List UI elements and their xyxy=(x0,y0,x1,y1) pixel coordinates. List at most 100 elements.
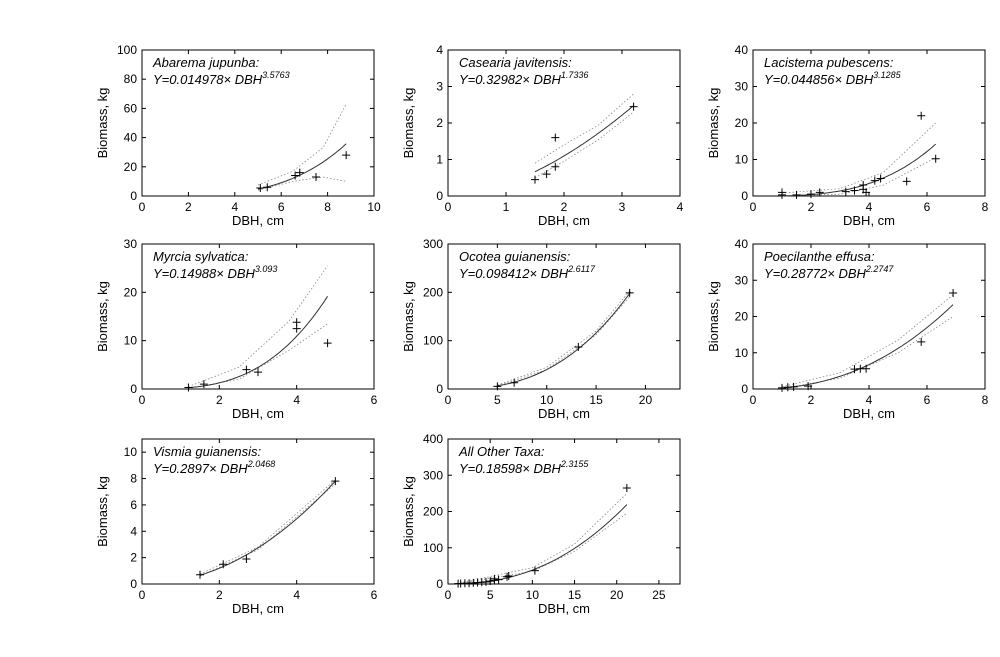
y-tick-label: 40 xyxy=(124,131,138,145)
data-point xyxy=(312,173,320,182)
data-point xyxy=(219,560,228,569)
x-tick-label: 4 xyxy=(293,588,300,602)
data-point xyxy=(807,190,815,199)
subplot: 0 2 4 6 0 10 20 30 DBH, cm Biomass, kg Myrcia sylv… xyxy=(95,237,378,421)
y-tick-label: 60 xyxy=(124,101,138,115)
fit-curve xyxy=(534,105,634,173)
data-point xyxy=(789,382,798,391)
data-point xyxy=(291,171,300,180)
y-axis-label: Biomass, kg xyxy=(95,281,110,352)
data-point xyxy=(184,383,193,392)
equation-label: Y=0.18598× DBH2.3155 xyxy=(459,459,589,476)
x-tick-label: 0 xyxy=(139,393,146,407)
x-axis-label: DBH, cm xyxy=(538,213,590,228)
equation-text: Y=0.14988× DBH xyxy=(153,266,256,281)
fit-curve xyxy=(199,480,336,576)
data-point xyxy=(254,368,262,377)
x-tick-label: 20 xyxy=(639,393,653,407)
confidence-band-upper xyxy=(497,289,631,386)
y-tick-label: 200 xyxy=(423,505,443,519)
y-tick-label: 20 xyxy=(735,116,749,130)
data-point xyxy=(510,378,519,387)
data-point xyxy=(295,168,304,177)
data-point xyxy=(542,170,551,179)
x-tick-label: 2 xyxy=(216,393,223,407)
y-tick-label: 0 xyxy=(130,382,137,396)
data-point xyxy=(792,190,801,199)
equation-label: Y=0.014978× DBH3.5763 xyxy=(153,70,290,87)
equation-label: Y=0.28772× DBH2.2747 xyxy=(764,264,894,281)
subplot: 0 2 4 6 0 2 4 6 8 10 DBH, cm Biomass, kg Vismia guia… xyxy=(95,438,378,616)
x-tick-label: 3 xyxy=(619,200,626,214)
equation-exponent: 3.093 xyxy=(255,264,278,274)
equation-text: Y=0.32982× DBH xyxy=(459,72,562,87)
x-tick-label: 4 xyxy=(293,393,300,407)
data-point xyxy=(931,154,940,163)
x-tick-label: 0 xyxy=(445,393,452,407)
data-point xyxy=(850,186,859,195)
y-tick-label: 4 xyxy=(130,524,137,538)
confidence-band-upper xyxy=(199,479,336,575)
y-axis-label: Biomass, kg xyxy=(401,476,416,547)
data-point xyxy=(870,176,879,185)
data-point xyxy=(551,162,560,171)
subplot: 0 1 2 3 4 0 1 2 3 4 DBH, cm Biomass, kg Casearia jav… xyxy=(401,43,684,228)
equation-exponent: 3.5763 xyxy=(262,70,290,80)
x-tick-label: 2 xyxy=(185,200,192,214)
species-title: Abarema jupunba: xyxy=(152,55,260,70)
x-tick-label: 8 xyxy=(982,393,989,407)
y-tick-label: 40 xyxy=(735,43,749,57)
y-tick-label: 300 xyxy=(423,237,443,251)
y-tick-label: 30 xyxy=(124,237,138,251)
equation-exponent: 1.7336 xyxy=(561,70,589,80)
y-tick-label: 20 xyxy=(124,160,138,174)
x-tick-label: 2 xyxy=(808,200,815,214)
confidence-band-lower xyxy=(781,316,954,389)
x-tick-label: 4 xyxy=(677,200,684,214)
y-tick-label: 10 xyxy=(735,346,749,360)
y-axis-label: Biomass, kg xyxy=(706,88,721,159)
y-tick-label: 2 xyxy=(130,551,137,565)
y-axis-label: Biomass, kg xyxy=(95,476,110,547)
equation-text: Y=0.098412× DBH xyxy=(459,266,569,281)
x-tick-label: 6 xyxy=(371,393,378,407)
data-point xyxy=(530,566,539,575)
x-tick-label: 1 xyxy=(503,200,510,214)
species-title: Lacistema pubescens: xyxy=(764,55,894,70)
species-title: All Other Taxa: xyxy=(458,444,545,459)
data-point xyxy=(481,577,490,586)
data-point xyxy=(256,183,265,192)
confidence-band-lower xyxy=(456,512,628,585)
axes-frame xyxy=(141,438,375,585)
data-point xyxy=(815,188,824,197)
confidence-band-upper xyxy=(188,265,328,387)
data-point xyxy=(493,382,502,391)
x-tick-label: 2 xyxy=(216,588,223,602)
x-tick-label: 4 xyxy=(866,393,873,407)
y-axis-label: Biomass, kg xyxy=(95,88,110,159)
data-point xyxy=(917,337,926,346)
x-tick-label: 8 xyxy=(324,200,331,214)
equation-label: Y=0.044856× DBH3.1285 xyxy=(764,70,902,87)
y-tick-label: 6 xyxy=(130,498,137,512)
x-tick-label: 6 xyxy=(924,200,931,214)
x-tick-label: 15 xyxy=(568,588,582,602)
fit-curve xyxy=(257,143,347,190)
equation-text: Y=0.2897× DBH xyxy=(153,461,248,476)
confidence-band-upper xyxy=(257,103,347,186)
species-title: Poecilanthe effusa: xyxy=(764,249,875,264)
equation-exponent: 2.2747 xyxy=(865,264,895,274)
data-point xyxy=(242,365,251,374)
data-point xyxy=(331,477,340,486)
data-point xyxy=(574,342,583,351)
data-point xyxy=(804,382,813,391)
species-title: Ocotea guianensis: xyxy=(459,249,571,264)
x-tick-label: 4 xyxy=(866,200,873,214)
confidence-band-lower xyxy=(199,483,336,577)
fit-curve xyxy=(782,143,937,197)
equation-label: Y=0.2897× DBH2.0468 xyxy=(153,459,275,476)
data-point xyxy=(551,133,560,142)
x-tick-label: 0 xyxy=(445,200,452,214)
axes-frame xyxy=(141,243,375,390)
